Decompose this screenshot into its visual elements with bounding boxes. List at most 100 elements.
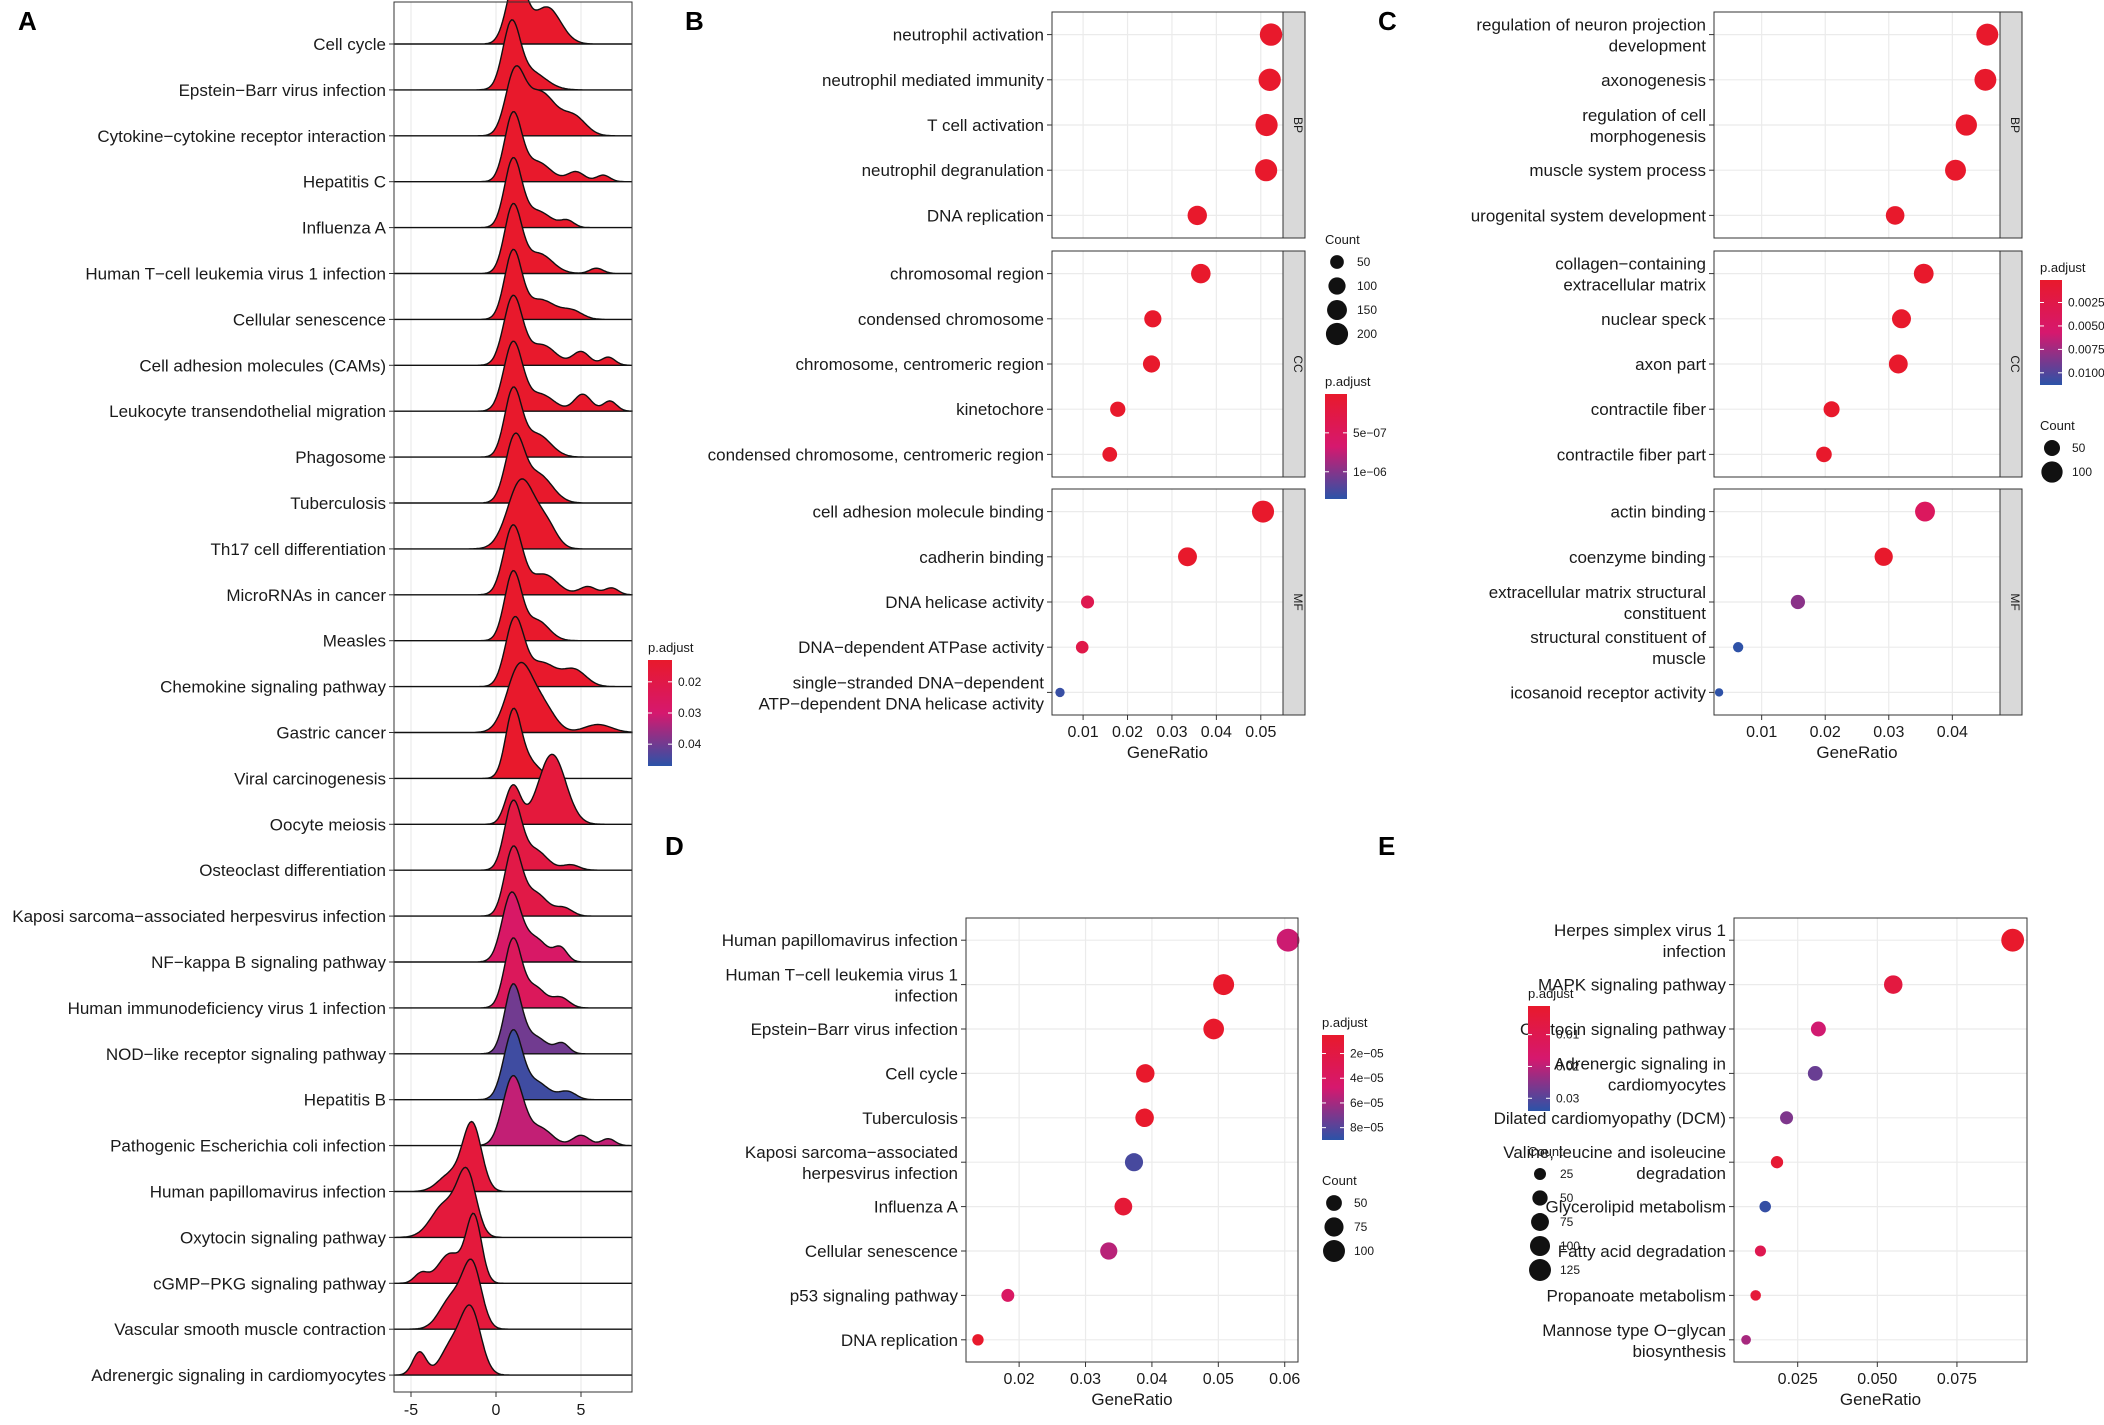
ridge-density bbox=[394, 1258, 632, 1330]
data-point bbox=[1976, 23, 1999, 46]
size-legend-dot bbox=[1330, 255, 1344, 269]
size-legend-dot bbox=[1323, 1240, 1345, 1262]
colorbar bbox=[1325, 394, 1347, 499]
data-point bbox=[1135, 1108, 1154, 1128]
category-label: urogenital system development bbox=[1471, 206, 1707, 225]
category-label: Cell cycle bbox=[313, 35, 386, 54]
category-label: NOD−like receptor signaling pathway bbox=[106, 1045, 387, 1064]
category-label: Gastric cancer bbox=[276, 724, 386, 743]
category-label: regulation of neuron projection developme… bbox=[1476, 16, 1706, 56]
facet-strip bbox=[1999, 11, 2023, 239]
category-label: muscle system process bbox=[1529, 161, 1706, 180]
ridge-density bbox=[394, 569, 632, 642]
ridge-density bbox=[394, 19, 632, 91]
facet-strip-label: MF bbox=[2008, 593, 2022, 610]
size-legend-label: 50 bbox=[1357, 255, 1371, 269]
category-label: structural constituent of muscle bbox=[1530, 628, 1706, 668]
colorbar-tick-label: 0.04 bbox=[678, 737, 702, 751]
category-label: p53 signaling pathway bbox=[790, 1286, 959, 1305]
category-label: cell adhesion molecule binding bbox=[812, 503, 1044, 522]
data-point bbox=[1790, 594, 1806, 610]
ridge-density bbox=[394, 1166, 632, 1239]
data-point bbox=[1191, 263, 1211, 284]
ridge-density bbox=[394, 661, 633, 734]
category-label: Pathogenic Escherichia coli infection bbox=[110, 1137, 386, 1156]
data-point bbox=[1144, 310, 1162, 328]
data-point bbox=[1759, 1200, 1771, 1213]
colorbar-tick-label: 8e−05 bbox=[1350, 1121, 1384, 1135]
data-point bbox=[972, 1334, 984, 1346]
data-point bbox=[1750, 1290, 1761, 1301]
data-point bbox=[1913, 263, 1934, 284]
data-point bbox=[1251, 500, 1275, 523]
category-label: extracellular matrix structural constitue… bbox=[1489, 583, 1707, 623]
colorbar-tick-label: 0.01 bbox=[1556, 1028, 1580, 1042]
category-label: DNA−dependent ATPase activity bbox=[798, 638, 1044, 657]
ridgeline-panel-a: Cell cycle Epstein−Barr virus infection Cy… bbox=[12, 0, 702, 1419]
category-label: Kaposi sarcoma−associated herpesvirus in… bbox=[12, 907, 386, 926]
data-point bbox=[1885, 206, 1905, 225]
colorbar-tick-label: 2e−05 bbox=[1350, 1047, 1384, 1061]
x-tick-label: 0 bbox=[492, 1402, 501, 1419]
data-point bbox=[1055, 687, 1065, 698]
category-label: Human immunodeficiency virus 1 infection bbox=[68, 999, 386, 1018]
panel-label-b: B bbox=[685, 6, 704, 36]
ridge-density bbox=[394, 1028, 632, 1101]
x-tick-label: 0.03 bbox=[1156, 724, 1187, 741]
data-point bbox=[1714, 688, 1724, 697]
category-label: chromosome, centromeric region bbox=[796, 355, 1044, 374]
ridge-density bbox=[394, 1074, 632, 1147]
size-legend-dot bbox=[1534, 1168, 1546, 1180]
category-label: Propanoate metabolism bbox=[1546, 1286, 1726, 1305]
data-point bbox=[1974, 68, 1997, 91]
colorbar-tick-label: 0.03 bbox=[1556, 1091, 1580, 1105]
data-point bbox=[1124, 1153, 1144, 1172]
dotplot-panel-e: Herpes simplex virus 1 infection MAPK sign… bbox=[1494, 917, 2028, 1409]
data-point bbox=[1955, 114, 1977, 136]
data-point bbox=[1114, 1197, 1133, 1216]
category-label: NF−kappa B signaling pathway bbox=[151, 953, 386, 972]
category-label: T cell activation bbox=[927, 116, 1044, 135]
colorbar-tick-label: 0.0100 bbox=[2068, 366, 2104, 380]
category-label: Adrenergic signaling in cardiomyocytes bbox=[91, 1366, 386, 1385]
panel-label-e: E bbox=[1378, 831, 1395, 861]
data-point bbox=[1001, 1288, 1015, 1302]
category-label: Dilated cardiomyopathy (DCM) bbox=[1494, 1109, 1726, 1128]
facet-strip-label: CC bbox=[2008, 355, 2022, 373]
x-tick-label: 0.05 bbox=[1245, 724, 1276, 741]
ridge-density bbox=[394, 110, 632, 183]
category-label: MAPK signaling pathway bbox=[1538, 976, 1727, 995]
facet-strip bbox=[1999, 250, 2023, 478]
panel-label-a: A bbox=[18, 6, 37, 36]
legend-title-padjust: p.adjust bbox=[1322, 1015, 1368, 1030]
data-point bbox=[1203, 1018, 1225, 1040]
facet-strip-label: BP bbox=[2008, 117, 2022, 133]
ridge-density bbox=[394, 707, 632, 780]
panel-label-c: C bbox=[1378, 6, 1397, 36]
x-tick-label: 0.02 bbox=[1112, 724, 1143, 741]
category-label: Influenza A bbox=[874, 1198, 959, 1217]
plot-panel-frame bbox=[965, 917, 1299, 1363]
size-legend-label: 50 bbox=[1560, 1191, 1574, 1205]
colorbar-tick-label: 0.02 bbox=[678, 675, 702, 689]
plot-panel-border bbox=[393, 1, 633, 1393]
ridge-density bbox=[394, 524, 633, 596]
category-label: Phagosome bbox=[295, 448, 386, 467]
category-label: Leukocyte transendothelial migration bbox=[109, 402, 386, 421]
colorbar bbox=[2040, 280, 2062, 385]
colorbar-tick-label: 6e−05 bbox=[1350, 1096, 1384, 1110]
category-label: Human T−cell leukemia virus 1 infection bbox=[85, 265, 386, 284]
data-point bbox=[1945, 159, 1966, 181]
x-axis-title: GeneRatio bbox=[1091, 1390, 1172, 1409]
plot-panel-border bbox=[965, 917, 1299, 1363]
facet-strip bbox=[1282, 488, 1306, 716]
data-point bbox=[1255, 113, 1278, 137]
category-label: Human T−cell leukemia virus 1 infection bbox=[725, 966, 958, 1006]
x-tick-label: 0.025 bbox=[1778, 1371, 1818, 1388]
x-tick-label: 0.050 bbox=[1857, 1371, 1897, 1388]
data-point bbox=[1102, 447, 1118, 462]
data-point bbox=[1075, 640, 1089, 654]
ridge-density bbox=[394, 432, 632, 504]
data-point bbox=[1883, 975, 1903, 994]
